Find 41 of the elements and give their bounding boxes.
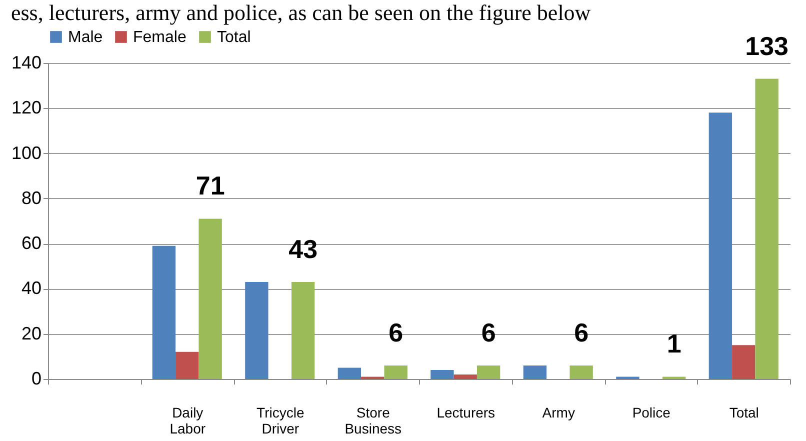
- data-label: 71: [196, 170, 225, 201]
- y-tick-label: 0: [31, 368, 42, 388]
- data-label: 1: [666, 328, 682, 359]
- bar: [523, 365, 547, 379]
- x-tick-label: Army: [542, 404, 575, 420]
- x-tick-label: Total: [729, 404, 759, 420]
- y-tick-label: 20: [21, 323, 42, 344]
- data-label: 133: [745, 30, 789, 61]
- legend-label: Male: [68, 29, 103, 46]
- y-tick-label: 120: [11, 98, 42, 118]
- y-tick-label: 80: [21, 188, 42, 208]
- legend-label: Female: [133, 29, 186, 46]
- text: ess, lecturers, army and police, as can be seen on the figure below: [10, 0, 591, 25]
- bar: [708, 112, 732, 379]
- bar: [338, 368, 362, 379]
- bar: [454, 374, 477, 379]
- bar: [198, 218, 222, 379]
- bar: [430, 370, 454, 379]
- bar: [755, 78, 778, 379]
- bar: [732, 345, 756, 379]
- bar: [476, 365, 500, 379]
- x-tick-label: Police: [632, 404, 671, 420]
- bar: [570, 365, 593, 379]
- data-label: 43: [288, 234, 318, 264]
- bar: [384, 365, 408, 379]
- data-label: 6: [388, 317, 404, 348]
- data-label: 6: [481, 317, 496, 348]
- legend-label: Total: [217, 29, 251, 46]
- x-tick-label: Tricycle Driver: [256, 404, 304, 436]
- data-label: 6: [574, 317, 589, 348]
- bar: [245, 282, 268, 379]
- y-tick-label: 100: [11, 142, 42, 163]
- bar: [152, 246, 176, 379]
- bar: [291, 282, 315, 379]
- y-tick-label: 140: [11, 52, 42, 72]
- x-tick-label: Store Business: [344, 404, 402, 436]
- y-tick-label: 60: [21, 233, 42, 254]
- x-tick-label: Lecturers: [436, 404, 496, 420]
- y-tick-label: 40: [21, 278, 42, 298]
- bar: [176, 352, 199, 379]
- x-tick-label: Daily Labor: [170, 404, 206, 436]
